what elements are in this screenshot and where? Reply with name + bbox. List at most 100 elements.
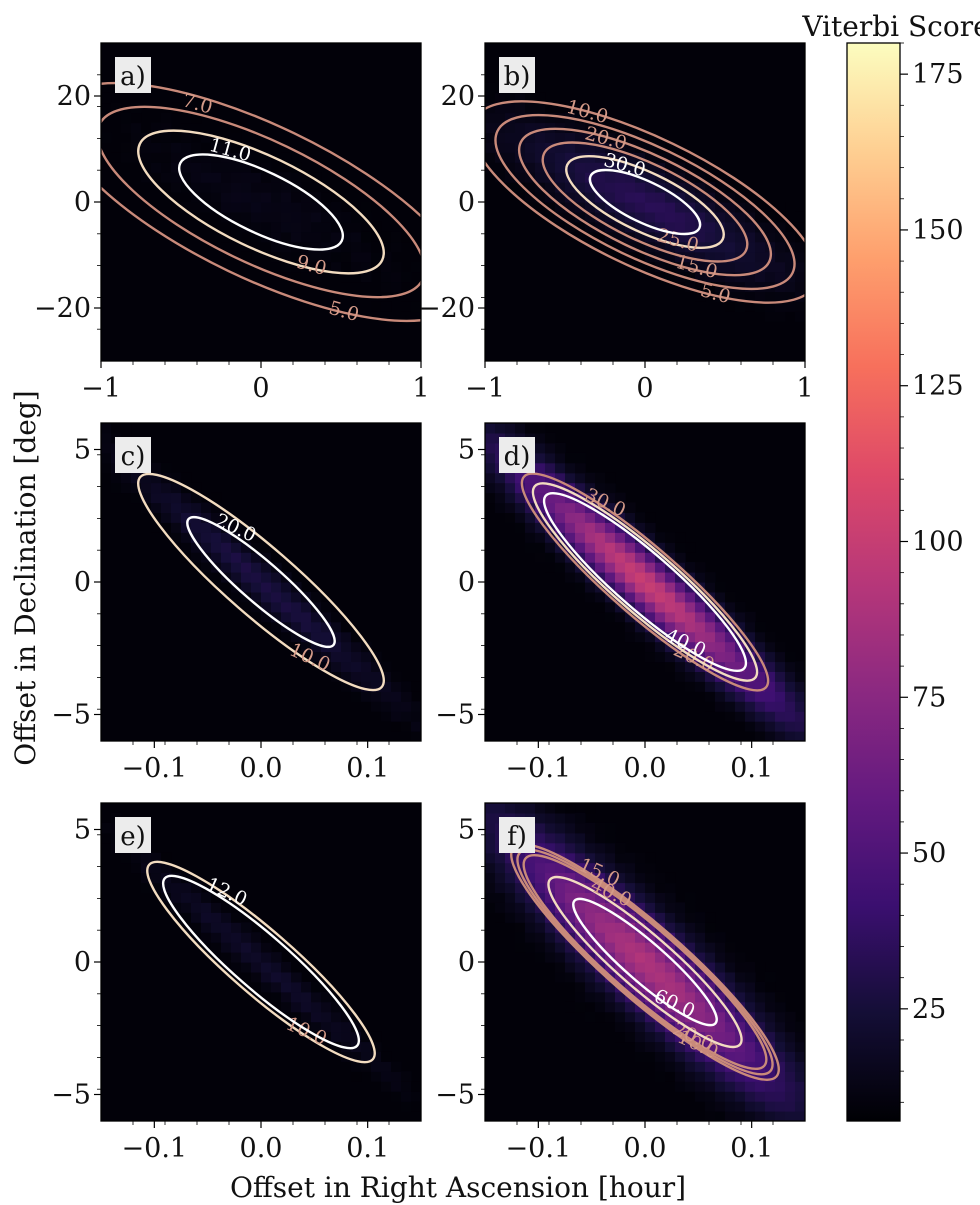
heat-cell <box>535 822 546 834</box>
heat-cell <box>171 882 182 893</box>
heat-cell <box>795 711 805 722</box>
heat-cell <box>545 822 556 834</box>
heat-cell <box>685 172 696 183</box>
heat-cell <box>281 591 292 603</box>
heat-cell <box>595 981 606 993</box>
heat-cell <box>565 882 576 893</box>
panel-label: e) <box>120 822 146 852</box>
heat-cell <box>735 1081 746 1092</box>
heat-cell <box>765 971 776 983</box>
heat-cell <box>485 832 496 844</box>
heat-cell <box>625 512 636 523</box>
heat-cell <box>301 641 312 653</box>
heat-cell <box>161 142 172 153</box>
heat-cell <box>191 162 202 173</box>
heat-cell <box>555 803 566 814</box>
heat-cell <box>261 152 272 163</box>
heat-cell <box>565 1001 576 1013</box>
heat-cell <box>685 671 696 682</box>
heat-cell <box>755 271 766 283</box>
heat-cell <box>281 152 292 163</box>
contour-line <box>541 141 749 263</box>
heat-cell <box>311 991 322 1003</box>
heat-cell <box>565 562 576 573</box>
heat-cell <box>515 92 526 104</box>
heat-cell <box>585 582 596 593</box>
heat-cell <box>565 962 576 973</box>
heat-cell <box>545 432 556 444</box>
heat-cell <box>595 822 606 834</box>
heat-cell <box>251 572 262 583</box>
heat-cell <box>625 132 636 143</box>
heat-cell <box>545 892 556 903</box>
heat-cell <box>775 731 786 741</box>
heat-cell <box>715 962 726 973</box>
heat-cell <box>525 803 536 814</box>
heat-cell <box>575 472 586 484</box>
heat-cell <box>271 231 282 243</box>
colorbar-label: Viterbi Score <box>801 10 980 43</box>
heat-cell <box>695 261 706 273</box>
x-tick-label: 0.0 <box>624 1133 667 1164</box>
heat-cell <box>675 671 686 682</box>
heat-cell <box>585 832 596 844</box>
heat-cell <box>535 532 546 543</box>
heat-cell <box>725 701 736 712</box>
heat-cell <box>685 621 696 633</box>
heat-cell <box>775 671 786 682</box>
heat-cell <box>605 482 616 494</box>
heat-cell <box>685 152 696 163</box>
x-tick-label: −1 <box>81 373 121 404</box>
heat-cell <box>735 981 746 993</box>
heat-cell <box>565 892 576 903</box>
heat-cell <box>331 611 342 623</box>
heat-cell <box>515 803 526 814</box>
heat-cell <box>251 182 262 193</box>
y-tick-label: −5 <box>435 1080 475 1111</box>
heat-cell <box>535 952 546 963</box>
heat-cell <box>505 872 516 884</box>
heat-cell <box>555 912 566 923</box>
heat-cell <box>495 862 506 874</box>
heat-cell <box>231 942 242 953</box>
heat-cell <box>585 192 596 203</box>
heat-cell <box>231 142 242 153</box>
heat-cell <box>495 102 506 114</box>
heat-cell <box>605 822 616 834</box>
heat-cell <box>685 1041 696 1052</box>
heat-cell <box>341 681 352 692</box>
heat-cell <box>775 291 786 302</box>
heat-cell <box>705 1011 716 1023</box>
heat-cell <box>785 1071 796 1082</box>
heat-cell <box>665 922 676 933</box>
heat-cell <box>301 991 312 1003</box>
heat-cell <box>505 803 516 814</box>
heat-cell <box>241 562 252 573</box>
heat-cell <box>655 651 666 663</box>
heat-cell <box>605 832 616 844</box>
heat-cell <box>605 852 616 864</box>
heat-cell <box>745 241 756 253</box>
heat-cell <box>311 641 322 653</box>
heat-cell <box>211 892 222 903</box>
heat-cell <box>565 122 576 133</box>
heat-cell <box>495 803 506 814</box>
heat-cell <box>241 552 252 563</box>
heat-cell <box>371 671 382 682</box>
heat-cell <box>795 1091 805 1102</box>
heat-cell <box>361 1061 372 1072</box>
heat-cell <box>381 701 392 712</box>
heat-cell <box>495 162 506 173</box>
heat-cell <box>525 902 536 913</box>
heat-cell <box>515 902 526 913</box>
heat-cell <box>555 822 566 834</box>
heat-cell <box>535 92 546 104</box>
heat-cell <box>171 532 182 543</box>
heat-cell <box>685 261 696 273</box>
heat-cell <box>241 962 252 973</box>
heat-cell <box>595 532 606 543</box>
heat-cell <box>495 423 506 434</box>
heat-cell <box>201 132 212 143</box>
heat-cell <box>575 192 586 203</box>
heat-cell <box>505 482 516 494</box>
